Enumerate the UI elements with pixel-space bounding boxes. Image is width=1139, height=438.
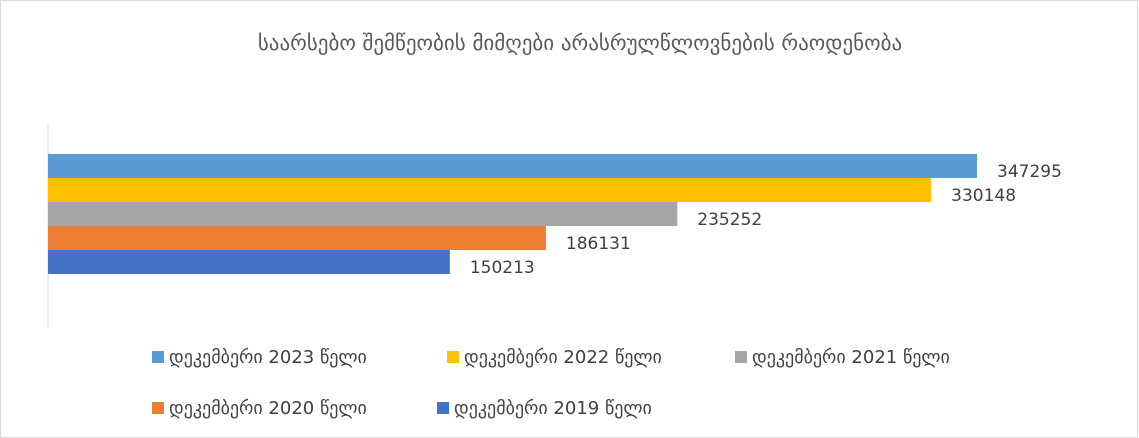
legend-label: დეკემბერი 2019 წელი	[454, 398, 652, 419]
bar	[48, 226, 546, 250]
legend-swatch	[152, 402, 164, 414]
data-label: 150213	[470, 258, 535, 278]
legend-swatch	[152, 351, 164, 363]
legend-swatch	[447, 351, 459, 363]
legend-swatch	[735, 351, 747, 363]
data-label: 186131	[566, 234, 631, 254]
legend-swatch	[437, 402, 449, 414]
data-label: 235252	[697, 210, 762, 230]
legend-label: დეკემბერი 2021 წელი	[752, 347, 950, 368]
bar	[48, 178, 932, 202]
legend-label: დეკემბერი 2022 წელი	[464, 347, 662, 368]
data-label: 347295	[997, 162, 1062, 182]
bar	[48, 250, 450, 274]
legend-label: დეკემბერი 2020 წელი	[169, 398, 367, 419]
legend-label: დეკემბერი 2023 წელი	[169, 347, 367, 368]
bar	[48, 154, 978, 178]
chart-title: საარსებო შემწეობის მიმღები არასრულწლოვნე…	[258, 31, 902, 55]
bar	[48, 202, 678, 226]
data-label: 330148	[951, 186, 1016, 206]
